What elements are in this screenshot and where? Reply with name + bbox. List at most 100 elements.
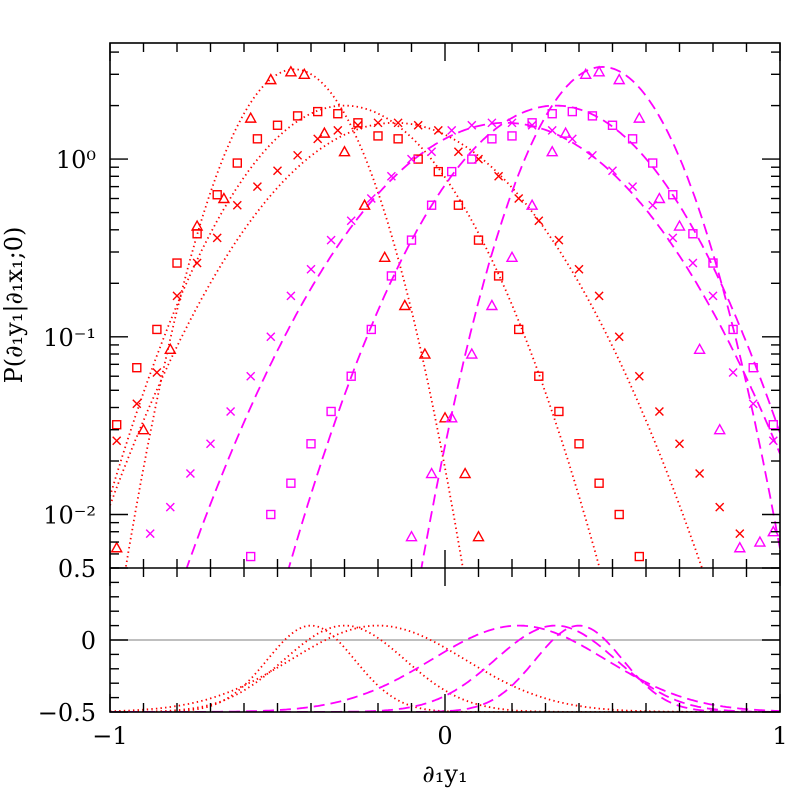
data-point — [433, 166, 443, 177]
data-point — [112, 436, 122, 446]
data-point — [494, 171, 504, 181]
data-point — [185, 469, 195, 479]
data-point — [386, 171, 396, 181]
data-point — [613, 73, 626, 85]
data-point — [453, 147, 463, 157]
data-point — [713, 423, 726, 435]
y-tick-label: 10⁻² — [43, 502, 96, 530]
data-point — [627, 134, 638, 144]
data-point — [673, 219, 686, 231]
y-axis-label: P(∂₁y₁|∂₁x₁;0) — [0, 227, 29, 384]
y-tick-label: −0.5 — [38, 699, 96, 727]
data-point — [628, 182, 638, 192]
data-point — [192, 258, 202, 268]
data-point — [366, 194, 376, 204]
data-point — [493, 271, 504, 281]
data-point — [648, 200, 658, 210]
data-point — [514, 194, 524, 204]
x-tick-label: 1 — [772, 722, 787, 750]
data-point — [272, 120, 283, 130]
residual-curve-5 — [110, 624, 780, 712]
data-point — [695, 469, 705, 479]
data-point — [507, 131, 517, 141]
data-point — [654, 406, 664, 416]
data-point — [554, 235, 564, 245]
data-point — [264, 73, 277, 85]
data-point — [212, 190, 222, 200]
data-point — [447, 125, 457, 135]
data-point — [293, 150, 303, 160]
data-point — [733, 541, 746, 553]
data-point — [748, 363, 758, 373]
main-curve-3 — [110, 121, 703, 568]
data-point — [373, 118, 383, 128]
data-point — [425, 467, 438, 479]
data-point — [286, 478, 296, 488]
data-point — [378, 250, 391, 263]
data-point — [286, 291, 296, 301]
y-tick-label: 10⁻¹ — [43, 324, 96, 352]
data-point — [587, 111, 598, 121]
main-curve-1 — [124, 68, 464, 568]
data-point — [614, 509, 624, 520]
axis-ticks — [109, 43, 781, 713]
data-point — [534, 371, 544, 381]
data-point — [358, 198, 371, 210]
main-curve-6 — [185, 121, 780, 568]
data-point — [172, 258, 182, 268]
data-point — [579, 67, 592, 79]
x-axis-label: ∂₁y₁ — [422, 760, 467, 788]
data-point — [458, 467, 472, 479]
series-2-square — [111, 106, 644, 562]
data-point — [284, 65, 298, 77]
data-point — [405, 530, 418, 542]
data-point — [487, 134, 497, 144]
data-point — [708, 258, 718, 268]
series-6-cross — [145, 118, 778, 539]
data-point — [608, 166, 617, 176]
data-point — [614, 332, 624, 342]
data-point — [346, 371, 356, 381]
data-point — [527, 118, 537, 128]
data-point — [226, 406, 236, 416]
data-point — [326, 235, 336, 245]
series-5-square — [245, 106, 778, 562]
data-point — [688, 229, 698, 239]
data-point — [668, 233, 678, 243]
data-point — [172, 291, 182, 301]
data-point — [393, 134, 403, 144]
data-point — [547, 109, 557, 119]
data-point — [487, 118, 497, 128]
data-point — [217, 192, 231, 204]
data-point — [507, 118, 517, 128]
data-point — [445, 411, 458, 423]
data-point — [333, 109, 343, 119]
data-point — [748, 399, 758, 409]
data-point — [574, 264, 584, 274]
data-point — [653, 192, 666, 204]
data-point — [190, 219, 204, 231]
axes-box — [109, 42, 781, 713]
data-point — [438, 411, 452, 423]
data-point — [338, 145, 351, 157]
data-point — [453, 200, 464, 210]
data-point — [306, 264, 316, 274]
data-point — [715, 502, 725, 512]
data-point — [313, 106, 323, 117]
data-point — [753, 535, 767, 547]
data-point — [246, 371, 256, 381]
main-curves — [110, 65, 780, 568]
data-point — [708, 291, 718, 301]
data-point — [244, 111, 257, 123]
data-point — [132, 363, 142, 373]
data-point — [373, 131, 383, 141]
main-curve-4 — [420, 65, 780, 568]
data-point — [634, 371, 644, 381]
data-point — [567, 106, 577, 117]
data-point — [306, 439, 316, 449]
x-tick-label: 0 — [437, 722, 452, 750]
data-point — [318, 126, 331, 138]
data-point — [111, 420, 122, 430]
data-point — [152, 324, 162, 335]
data-point — [587, 150, 597, 160]
